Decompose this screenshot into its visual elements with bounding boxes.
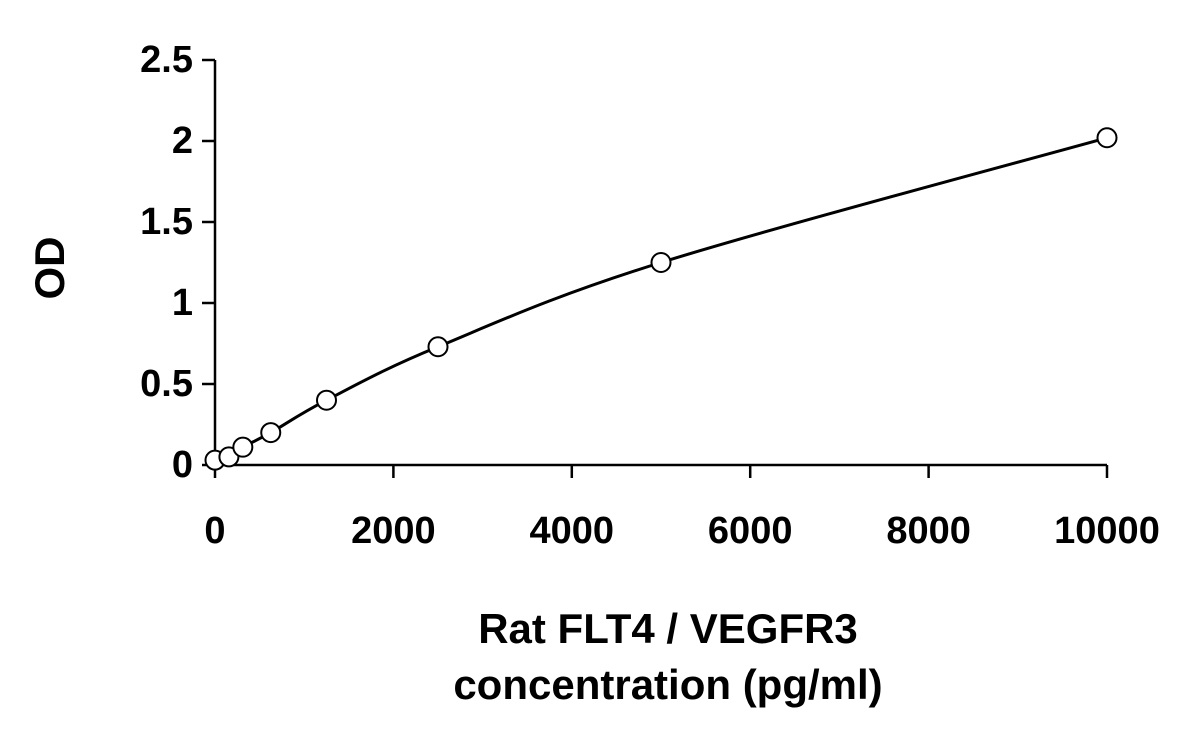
x-tick-label: 6000 bbox=[708, 510, 793, 552]
data-point bbox=[1096, 127, 1118, 149]
y-tick-label: 1.5 bbox=[140, 201, 193, 243]
fit-curve bbox=[214, 136, 1108, 462]
y-tick-label: 2.5 bbox=[140, 39, 193, 81]
data-point bbox=[316, 389, 337, 411]
y-tick-label: 0 bbox=[172, 444, 193, 486]
x-axis-title-line: Rat FLT4 / VEGFR3 bbox=[478, 605, 858, 652]
y-tick-label: 0.5 bbox=[140, 363, 193, 405]
axes bbox=[213, 60, 1107, 467]
data-point bbox=[650, 252, 672, 273]
x-tick-label: 10000 bbox=[1054, 510, 1160, 552]
y-tick-label: 2 bbox=[172, 120, 193, 162]
x-axis-title-line: concentration (pg/ml) bbox=[453, 661, 882, 708]
data-point bbox=[232, 436, 254, 458]
data-points bbox=[204, 127, 1118, 471]
x-tick-label: 4000 bbox=[530, 510, 615, 552]
y-axis-title: OD bbox=[26, 237, 73, 300]
y-tick-label: 1 bbox=[172, 282, 193, 324]
data-point bbox=[427, 336, 449, 358]
x-tick-label: 2000 bbox=[351, 510, 436, 552]
x-tick-label: 8000 bbox=[886, 510, 971, 552]
x-axis-title: Rat FLT4 / VEGFR3 concentration (pg/ml) bbox=[453, 605, 882, 708]
x-tick-label: 0 bbox=[204, 510, 225, 552]
y-axis-ticks: 0 0.5 1 1.5 2 2.5 bbox=[140, 39, 215, 486]
data-point bbox=[260, 422, 282, 444]
x-axis-ticks: 0 2000 4000 6000 8000 10000 bbox=[204, 465, 1160, 552]
